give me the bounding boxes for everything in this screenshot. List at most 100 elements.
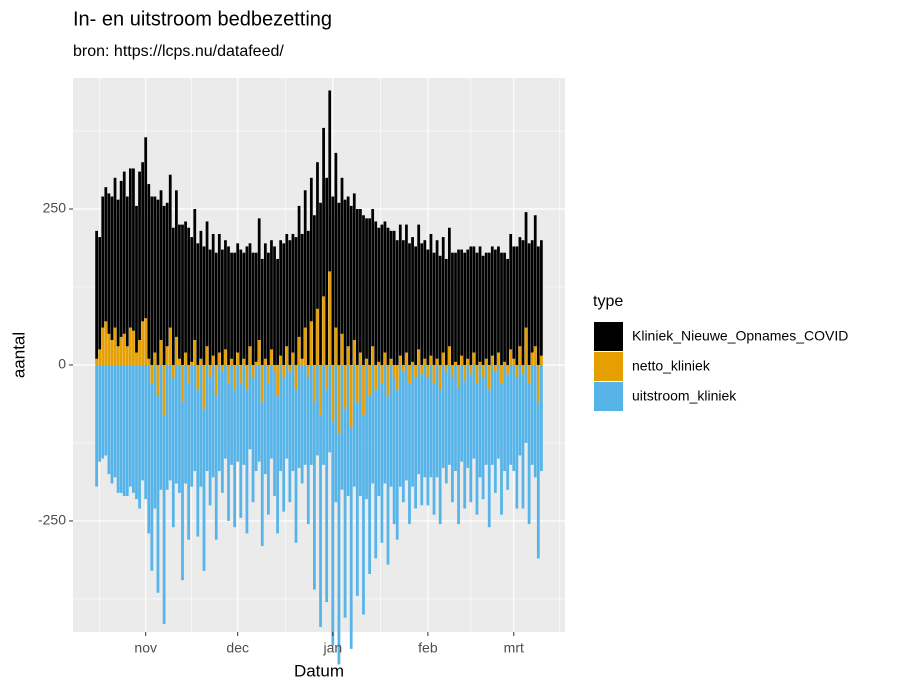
bar bbox=[337, 433, 341, 665]
bar bbox=[190, 237, 194, 362]
bar bbox=[530, 364, 534, 465]
bar bbox=[257, 364, 261, 462]
bar bbox=[300, 364, 304, 484]
bar bbox=[435, 240, 439, 359]
bar bbox=[174, 336, 178, 365]
bar bbox=[128, 364, 132, 487]
bar bbox=[135, 364, 138, 500]
bar bbox=[463, 252, 467, 365]
bar bbox=[165, 202, 169, 347]
bar bbox=[138, 171, 141, 341]
bar bbox=[190, 364, 194, 487]
bar bbox=[343, 199, 347, 365]
bar bbox=[144, 318, 148, 365]
bar bbox=[319, 364, 322, 415]
bar bbox=[389, 364, 393, 487]
bar bbox=[168, 364, 172, 481]
bar bbox=[242, 252, 246, 359]
bar bbox=[371, 364, 375, 484]
bar bbox=[190, 361, 194, 365]
bar bbox=[441, 364, 445, 468]
bar bbox=[147, 184, 151, 359]
bar bbox=[524, 212, 528, 328]
bar bbox=[273, 364, 276, 372]
bar bbox=[438, 255, 442, 365]
bar bbox=[306, 230, 310, 365]
bar bbox=[509, 233, 513, 350]
bar bbox=[263, 243, 267, 359]
bar bbox=[481, 255, 485, 365]
bar bbox=[395, 240, 399, 365]
bar bbox=[472, 352, 476, 365]
bar bbox=[205, 364, 209, 472]
bar bbox=[484, 252, 488, 359]
bar bbox=[533, 346, 537, 365]
bar bbox=[362, 414, 365, 615]
bar bbox=[313, 215, 316, 365]
bar bbox=[217, 364, 221, 472]
bar bbox=[475, 383, 479, 515]
legend-label: uitstroom_kliniek bbox=[632, 388, 737, 404]
bar bbox=[352, 364, 356, 487]
bar bbox=[199, 358, 203, 365]
bar bbox=[340, 333, 344, 365]
bar bbox=[316, 162, 319, 309]
bar bbox=[263, 358, 267, 365]
bar bbox=[98, 349, 102, 365]
bar bbox=[147, 358, 151, 365]
bar bbox=[125, 346, 129, 365]
bar bbox=[230, 252, 233, 359]
bar bbox=[260, 258, 264, 365]
bar bbox=[236, 364, 240, 462]
bar bbox=[95, 364, 98, 487]
bar bbox=[417, 364, 421, 475]
bar bbox=[208, 377, 212, 506]
bar bbox=[383, 221, 387, 353]
bar bbox=[276, 258, 279, 365]
bar bbox=[306, 377, 310, 525]
bar bbox=[95, 358, 98, 365]
bar bbox=[389, 358, 393, 365]
bar bbox=[408, 243, 411, 365]
bar bbox=[509, 364, 513, 465]
bar bbox=[411, 237, 414, 362]
bar bbox=[493, 364, 497, 372]
bar bbox=[441, 237, 445, 353]
bar bbox=[220, 364, 224, 372]
bar bbox=[294, 389, 298, 543]
bar bbox=[300, 233, 304, 359]
bar bbox=[365, 358, 368, 365]
bar bbox=[220, 249, 224, 365]
bar bbox=[107, 364, 111, 475]
bar bbox=[267, 364, 270, 384]
bar bbox=[540, 240, 543, 356]
bar bbox=[217, 352, 221, 365]
bar bbox=[245, 389, 249, 534]
bar bbox=[420, 374, 424, 506]
bar bbox=[386, 364, 390, 397]
bar bbox=[98, 237, 102, 350]
bar bbox=[331, 196, 335, 365]
bar bbox=[141, 321, 145, 365]
bar bbox=[426, 364, 430, 378]
bar bbox=[322, 364, 325, 465]
bar bbox=[282, 243, 286, 365]
bar bbox=[156, 364, 160, 397]
bar bbox=[493, 371, 497, 493]
bar bbox=[205, 346, 209, 365]
bar bbox=[178, 224, 181, 359]
bar bbox=[174, 364, 178, 484]
bar bbox=[512, 358, 516, 365]
bar bbox=[279, 240, 283, 356]
bar bbox=[251, 377, 255, 503]
bar bbox=[536, 246, 540, 365]
bar bbox=[466, 358, 470, 365]
bar bbox=[297, 336, 301, 365]
chart-title: In- en uitstroom bedbezetting bbox=[73, 8, 332, 30]
bar bbox=[478, 361, 482, 365]
bar bbox=[303, 190, 307, 328]
bar bbox=[267, 383, 270, 515]
bar bbox=[119, 180, 123, 337]
bar bbox=[288, 371, 292, 503]
bar bbox=[386, 396, 390, 565]
